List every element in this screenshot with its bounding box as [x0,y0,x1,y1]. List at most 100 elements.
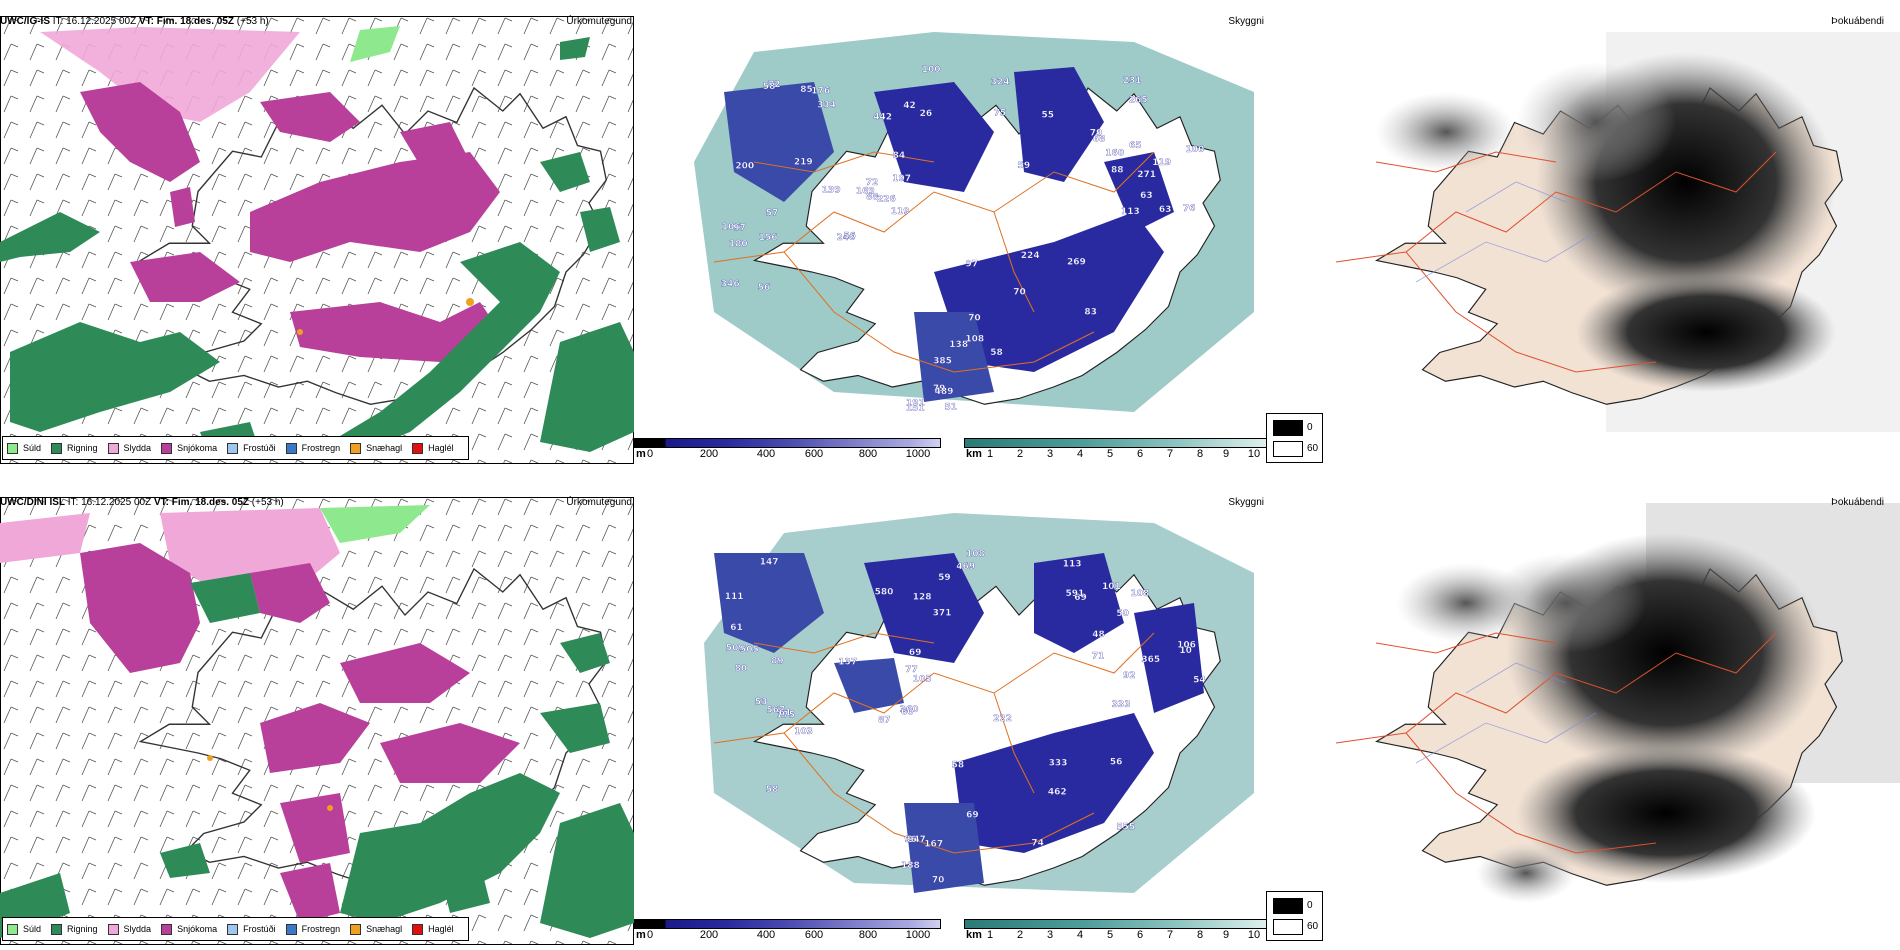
visibility-value-label: 58 [952,761,965,771]
visibility-value-label: 137 [838,658,857,668]
visibility-value-label: 61 [779,709,792,719]
visibility-value-label: 269 [1067,257,1086,267]
visibility-value-label: 108 [1131,589,1150,599]
visibility-value-label: 105 [913,675,932,685]
visibility-value-label: 324 [991,78,1010,88]
visibility-value-label: 83 [1084,308,1097,318]
precip-map-row2 [0,498,634,944]
colorbar-tick: 3 [1046,448,1054,460]
panel-label: Úrkomutegund [566,16,632,27]
visibility-value-label: 100 [1186,145,1205,155]
legend-swatch [285,442,297,454]
visibility-value-label: 69 [1074,593,1087,603]
precip-type-panel-row1: UWC/IG-IS IT: 16.12.2025 00Z VT: Fim. 18… [0,12,634,464]
visibility-value-label: 271 [1137,170,1156,180]
visibility-value-label: 333 [1112,700,1131,710]
fog-legend: 0 60 [1266,891,1323,941]
legend-item: Slydda [107,442,152,454]
legend-label: Snjókoma [177,924,218,934]
colorbar-m-strip [634,438,941,448]
visibility-value-label: 365 [1141,655,1160,665]
visibility-value-label: 75 [994,109,1007,119]
precip-map-frame [0,16,634,464]
colorbar-tick: 0 [646,929,654,941]
legend-swatch [51,442,63,454]
visibility-value-label: 69 [909,648,922,658]
legend-label: Súld [23,443,42,453]
fog-legend-light-label: 60 [1307,443,1319,454]
visibility-value-label: 176 [811,87,830,97]
legend-swatch [161,923,173,935]
fog-legend-light-label: 60 [1307,921,1319,932]
colorbar-tick: 9 [1222,448,1230,460]
visibility-map-row2: 147 4691083654622471371756159693332221678… [704,513,1254,893]
visibility-value-label: 167 [924,840,943,850]
visibility-value-label: 489 [935,387,954,397]
legend-swatch [107,442,119,454]
fog-legend-dark-swatch [1273,420,1303,436]
visibility-value-label: 84 [893,151,906,161]
colorbar-tick: 6 [1136,929,1144,941]
visibility-map-row1: 1394422312712691917215620042591132241381… [694,32,1254,414]
legend-label: Rigning [67,924,98,934]
legend-item: Haglél [412,442,454,454]
visibility-value-label: 60 [901,708,914,718]
visibility-value-label: 151 [906,404,925,414]
visibility-value-label: 100 [922,65,941,75]
visibility-value-label: 58 [990,348,1003,358]
visibility-value-label: 71 [1092,652,1105,662]
colorbar-tick: 400 [756,929,776,941]
legend-swatch [350,442,362,454]
visibility-value-label: 72 [866,178,879,188]
legend-item: Slydda [107,923,152,935]
visibility-value-label: 580 [875,588,894,598]
visibility-value-label: 113 [1121,207,1140,217]
colorbar-unit: km [966,929,982,941]
legend-swatch [7,923,18,935]
colorbar-tick: 4 [1076,929,1084,941]
fog-legend-light-swatch [1273,919,1303,935]
colorbar-tick: 800 [858,929,878,941]
colorbar-tick: 5 [1106,929,1114,941]
visibility-value-label: 70 [932,876,945,886]
colorbar-tick: 1000 [905,929,931,941]
colorbar-m-strip [634,919,941,929]
colorbar-tick: 7 [1166,448,1174,460]
visibility-value-label: 128 [913,593,932,603]
visibility-value-label: 54 [1193,676,1206,686]
legend-label: Slydda [123,443,152,453]
fog-legend-dark-swatch [1273,898,1303,914]
fog-map-row1 [1335,32,1900,432]
colorbar-tick: 0 [646,448,654,460]
visibility-value-label: 42 [903,101,916,111]
colorbar-tick: 4 [1076,448,1084,460]
legend-swatch [412,923,424,935]
legend-swatch [227,923,239,935]
visibility-value-label: 101 [1102,582,1121,592]
visibility-value-label: 333 [1049,759,1068,769]
visibility-value-label: 226 [877,194,896,204]
legend-item: Haglél [412,923,454,935]
visibility-value-label: 119 [1152,158,1171,168]
precip-legend: Súld Rigning Slydda Snjókoma Frostúði Frostre… [2,436,469,460]
visibility-value-label: 74 [1031,839,1044,849]
legend-item: Frostúði [227,442,276,454]
visibility-value-label: 469 [956,562,975,572]
panel-label: Þokuábendi [1831,16,1884,27]
colorbar-tick: 1 [986,929,994,941]
colorbar-tick: 8 [1196,929,1204,941]
visibility-value-label: 119 [891,207,910,217]
legend-label: Frostúði [243,924,276,934]
colorbar-tick: 1000 [905,448,931,460]
visibility-value-label: 265 [1129,96,1148,106]
visibility-value-label: 97 [966,259,979,269]
visibility-value-label: 169 [856,187,875,197]
visibility-value-label: 51 [945,402,958,412]
legend-label: Slydda [123,924,152,934]
legend-item: Snæhagl [350,442,402,454]
legend-item: Frostregn [285,442,340,454]
colorbar-tick: 400 [756,448,776,460]
visibility-value-label: 65 [1129,141,1142,151]
colorbar-tick: 2 [1016,929,1024,941]
legend-item: Frostúði [227,923,276,935]
